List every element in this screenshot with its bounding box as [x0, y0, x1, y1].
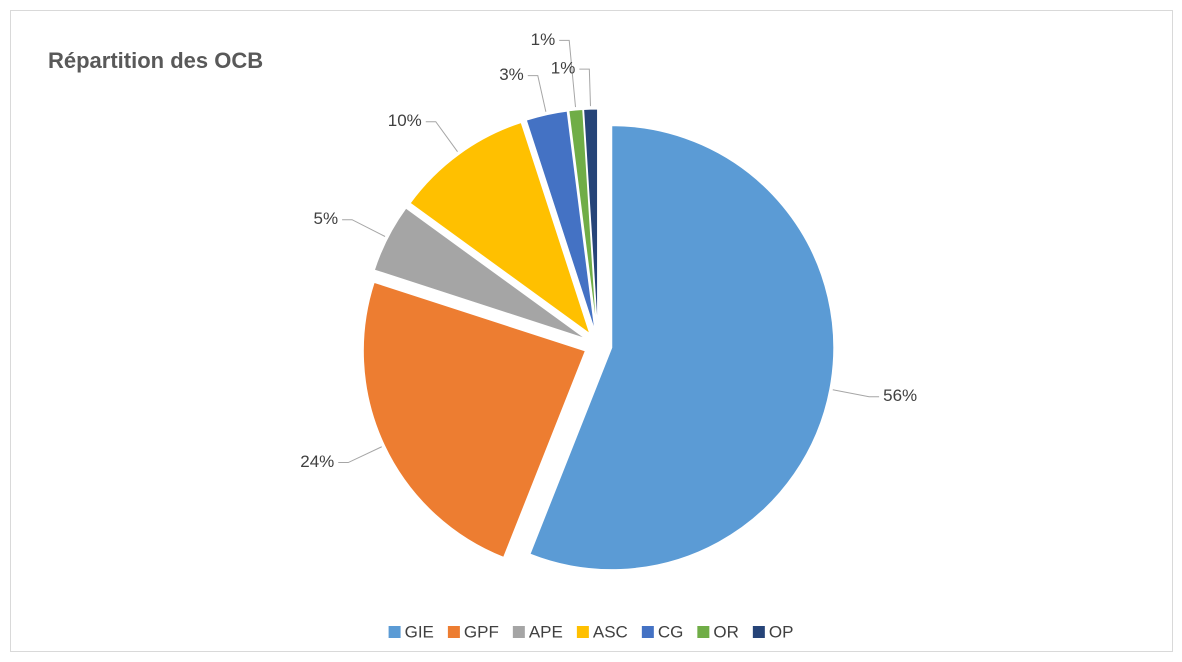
legend-label: ASC: [593, 622, 628, 641]
legend-swatch: [447, 626, 460, 638]
legend-label: CG: [658, 622, 684, 641]
legend-label: GIE: [405, 622, 434, 641]
data-label: 10%: [388, 111, 422, 130]
leader-line: [559, 39, 577, 108]
leader-line: [425, 121, 458, 152]
data-label: 3%: [499, 65, 524, 84]
pie-slice: [373, 207, 586, 340]
pie-slice: [362, 281, 586, 559]
data-label: 5%: [314, 209, 339, 228]
leader-line: [579, 68, 591, 107]
legend-label: OR: [713, 622, 739, 641]
data-label: 1%: [551, 59, 576, 78]
legend-label: GPF: [464, 622, 499, 641]
legend-swatch: [576, 626, 589, 638]
leader-line: [342, 219, 386, 237]
leader-line: [832, 389, 880, 398]
pie-slice: [409, 121, 591, 335]
chart-title: Répartition des OCB: [48, 48, 263, 73]
legend-label: OP: [769, 622, 794, 641]
pie-slice: [525, 110, 596, 332]
pie-slice: [529, 125, 835, 571]
legend-swatch: [752, 626, 765, 638]
data-label: 24%: [300, 452, 334, 471]
leader-line: [527, 75, 547, 112]
data-label: 56%: [883, 386, 917, 405]
legend-label: APE: [529, 622, 563, 641]
legend-swatch: [512, 626, 525, 638]
data-label: 1%: [531, 30, 556, 49]
pie-slice: [568, 108, 598, 332]
legend-swatch: [641, 626, 654, 638]
legend-swatch: [697, 626, 710, 638]
leader-line: [338, 446, 382, 464]
pie-slice: [583, 108, 599, 332]
legend-swatch: [388, 626, 401, 638]
